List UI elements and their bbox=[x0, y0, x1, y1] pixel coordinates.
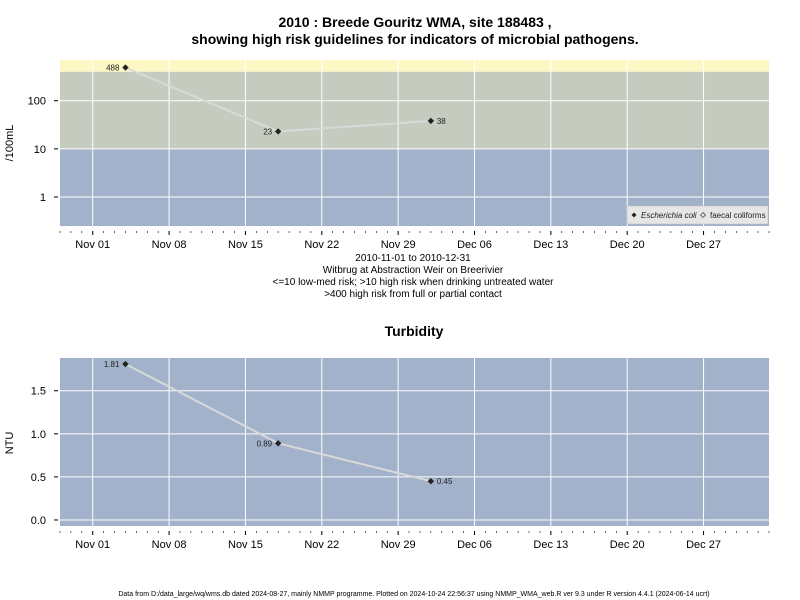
chart1-title-line2: showing high risk guidelines for indicat… bbox=[191, 31, 638, 47]
chart1-data-point bbox=[122, 64, 129, 71]
chart1-y-tick-label: 100 bbox=[28, 96, 46, 108]
chart2-x-tick-label: Dec 13 bbox=[533, 539, 568, 551]
chart1-x-tick-label: Nov 22 bbox=[304, 239, 339, 251]
chart1-y-tick-label: 1 bbox=[40, 192, 46, 204]
chart2-y-tick-label: 0.5 bbox=[31, 472, 46, 484]
chart2-x-tick-label: Nov 22 bbox=[304, 539, 339, 551]
chart1-note-high-risk: >400 high risk from full or partial cont… bbox=[324, 289, 502, 300]
chart1-x-tick-label: Dec 06 bbox=[457, 239, 492, 251]
chart1-data-label: 488 bbox=[106, 64, 120, 73]
chart1-data-point bbox=[427, 117, 435, 125]
chart1-x-tick-label: Nov 29 bbox=[381, 239, 416, 251]
chart2-background bbox=[60, 358, 769, 526]
chart1-plot: Nov 01 Nov 08 Nov 15 Nov 22 Nov 29 Dec 06 Dec … bbox=[28, 60, 770, 251]
chart1-note-low-risk: <=10 low-med risk; >10 high risk when dr… bbox=[273, 277, 555, 288]
chart2-y-tick-label: 1.0 bbox=[31, 429, 46, 441]
chart1-band-1 bbox=[60, 71, 769, 149]
chart2-x-tick-label: Nov 01 bbox=[75, 539, 110, 551]
chart1-title-line1: 2010 : Breede Gouritz WMA, site 188483 , bbox=[278, 14, 551, 30]
chart1-x-tick-label: Dec 13 bbox=[533, 239, 568, 251]
chart2-x-tick-label: Nov 15 bbox=[228, 539, 263, 551]
legend-box bbox=[626, 205, 769, 225]
chart2-y-tick-label: 0.0 bbox=[31, 515, 46, 527]
chart1-note-site: Witbrug at Abstraction Weir on Breerivie… bbox=[323, 265, 504, 276]
chart2-title: Turbidity bbox=[385, 323, 444, 339]
chart1-x-tick-label: Nov 01 bbox=[75, 239, 110, 251]
chart1-x-tick-label: Nov 08 bbox=[152, 239, 187, 251]
chart2-x-tick-label: Nov 08 bbox=[152, 539, 187, 551]
footer-note: Data from D:/data_large/wq/wms.db dated … bbox=[118, 591, 709, 598]
chart1-x-tick-label: Dec 27 bbox=[686, 239, 721, 251]
chart1-y-axis-label: /100mL bbox=[4, 125, 16, 162]
chart1-data-label: 23 bbox=[263, 127, 272, 136]
chart1-data-label: 38 bbox=[437, 117, 446, 126]
chart2-x-tick-label: Dec 27 bbox=[686, 539, 721, 551]
chart2-data-point bbox=[122, 360, 129, 368]
chart2-data-point bbox=[427, 478, 435, 485]
chart2-data-point bbox=[274, 440, 282, 447]
chart1-x-tick-label: Dec 20 bbox=[610, 239, 645, 251]
chart1-band-2 bbox=[60, 60, 769, 72]
legend-label-faecal: faecal coliforms bbox=[710, 211, 766, 220]
chart1-legend: Escherichia coli faecal coliforms bbox=[626, 205, 769, 225]
legend-marker-ecoli bbox=[631, 212, 637, 218]
legend-marker-faecal bbox=[700, 212, 706, 218]
chart2-x-tick-label: Nov 29 bbox=[381, 539, 416, 551]
chart2-y-axis-label: NTU bbox=[4, 432, 16, 455]
chart1-x-tick-label: Nov 15 bbox=[228, 239, 263, 251]
chart2-data-label: 1.81 bbox=[104, 360, 120, 369]
chart1-note-date-range: 2010-11-01 to 2010-12-31 bbox=[355, 253, 471, 264]
legend-label-ecoli: Escherichia coli bbox=[641, 211, 697, 220]
chart1-data-point bbox=[274, 128, 282, 135]
chart2-y-tick-label: 1.5 bbox=[31, 386, 46, 398]
chart2-data-label: 0.89 bbox=[257, 439, 273, 448]
chart2-data-label: 0.45 bbox=[437, 477, 453, 486]
chart2-x-tick-label: Dec 20 bbox=[610, 539, 645, 551]
chart1-y-tick-label: 10 bbox=[34, 144, 46, 156]
chart2-plot: Nov 01 Nov 08 Nov 15 Nov 22 Nov 29 Dec 06 Dec … bbox=[31, 358, 770, 551]
chart2-x-tick-label: Dec 06 bbox=[457, 539, 492, 551]
